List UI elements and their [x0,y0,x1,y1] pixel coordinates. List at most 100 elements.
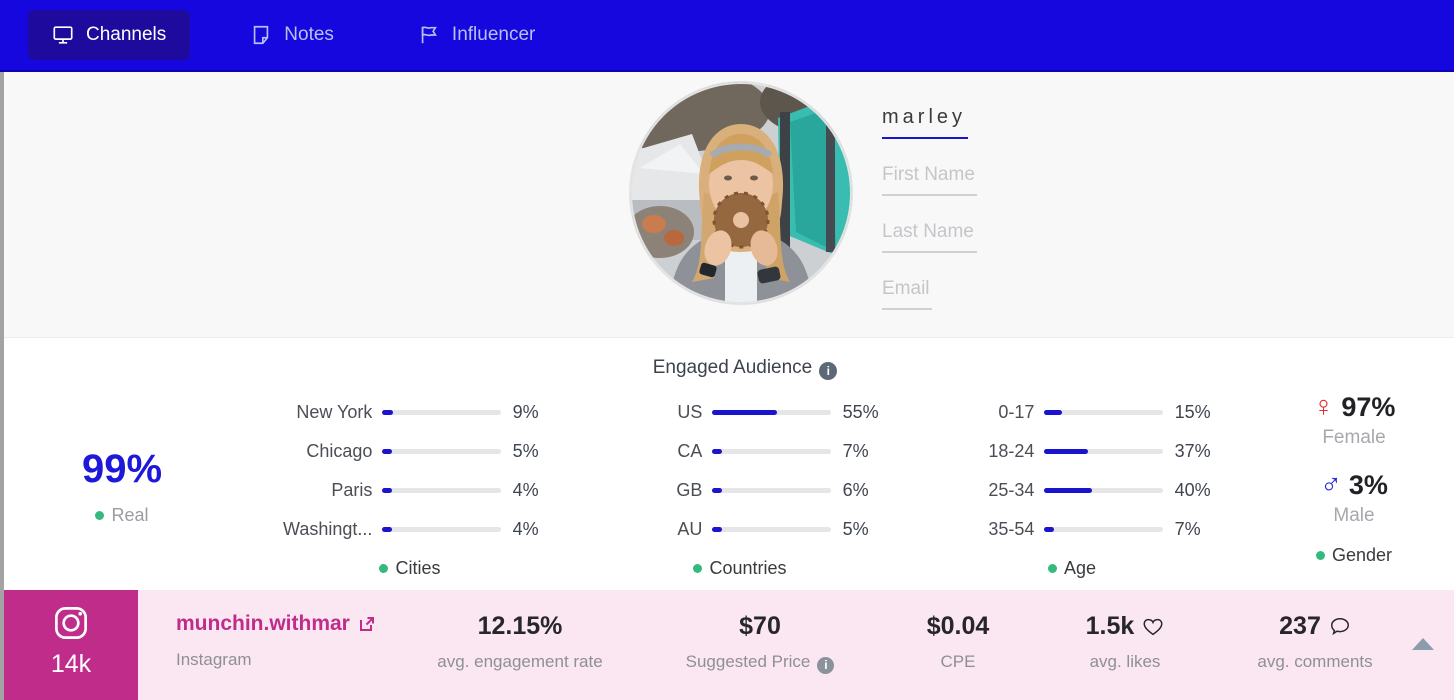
gender-value: 3% [1348,469,1388,500]
bar-fill [382,410,394,415]
age-chart: 0-17 15% 18-24 37% 25-34 40% 35-54 7% [924,393,1220,579]
bar-row: Washingt... 4% [262,510,558,549]
bar-value: 9% [512,402,539,422]
bar-value: 7% [842,441,869,461]
legend-dot-icon [1315,551,1325,560]
bar-value: 4% [512,480,539,500]
email-field[interactable] [882,278,932,310]
stat-label: CPE [940,652,976,671]
bar-track [382,449,501,454]
top-navigation: Channels Notes Influencer [0,0,1454,72]
bar-value: 37% [1174,441,1211,461]
bar-fill [712,449,723,454]
tab-channels[interactable]: Channels [28,10,191,60]
cities-chart: New York 9% Chicago 5% Paris 4% Washingt… [262,393,558,579]
gender-value: 97% [1341,391,1396,422]
bar-fill [1044,527,1055,532]
bar-track [712,449,831,454]
bar-fill [712,410,778,415]
male-icon: ♂ [1320,468,1342,501]
gender-legend: Gender [1282,545,1426,566]
bar-value: 5% [842,519,869,539]
legend-label: Real [111,505,149,525]
bar-track [1044,488,1163,493]
legend-label: Age [1063,558,1097,578]
legend-dot-icon [95,511,105,520]
external-link-icon [359,617,374,631]
bar-track [1044,410,1163,415]
bar-value: 55% [842,402,879,422]
age-legend: Age [924,558,1220,579]
gender-label: Male [1333,505,1375,526]
heart-icon [1143,618,1163,635]
stat-label: avg. likes [1089,652,1161,671]
tab-influencer[interactable]: Influencer [394,10,559,60]
legend-label: Countries [709,558,787,578]
bar-label: 35-54 [988,519,1035,539]
monitor-icon [53,26,73,44]
gender-label: Female [1322,427,1386,448]
bar-row: AU 5% [592,510,888,549]
flag-icon [421,26,437,44]
bar-fill [382,527,393,532]
first-name-field[interactable] [882,164,977,196]
bar-row: Chicago 5% [262,432,558,471]
bar-fill [1044,449,1089,454]
bar-row: GB 6% [592,471,888,510]
stat-engagement-rate: 12.15% avg. engagement rate [420,612,620,672]
tab-label: Influencer [451,24,536,45]
bar-row: 0-17 15% [924,393,1220,432]
bar-label: GB [676,480,703,500]
bar-label: CA [677,441,703,461]
bar-track [382,488,501,493]
handle-link[interactable]: munchin.withmar [176,612,376,636]
gender-female-row: ♀ 97% [1282,389,1426,425]
channel-summary-bar: 14k munchin.withmar Instagram 12.15% avg… [0,590,1454,700]
section-title: Engaged Audience i [600,357,890,380]
legend-label: Cities [395,558,441,578]
bar-track [382,410,501,415]
handle-block: munchin.withmar Instagram [176,612,376,670]
bar-row: 18-24 37% [924,432,1220,471]
bar-track [712,488,831,493]
female-icon: ♀ [1312,390,1335,423]
note-icon [254,25,269,45]
stat-value: 237 [1215,612,1415,641]
bar-value: 15% [1174,402,1211,422]
username-input[interactable] [882,106,968,139]
stat-value-text: 237 [1279,612,1321,640]
gender-chart: ♀ 97% Female ♂ 3% Male Gender [1282,389,1426,566]
last-name-field[interactable] [882,221,977,253]
bar-track [1044,449,1163,454]
section-title-text: Engaged Audience [652,357,813,378]
stat-value-text: 1.5k [1085,612,1135,640]
bar-value: 6% [842,480,869,500]
bar-value: 40% [1174,480,1211,500]
stat-value: $0.04 [926,612,990,640]
engaged-audience-section: Engaged Audience i 99% Real New York 9% C… [0,339,1454,590]
stat-label: avg. engagement rate [437,652,603,671]
bar-label: New York [296,402,373,422]
bar-label: 25-34 [988,480,1035,500]
stat-cpe: $0.04 CPE [858,612,1058,672]
info-icon[interactable]: i [817,657,835,674]
countries-chart: US 55% CA 7% GB 6% AU 5% Countries [592,393,888,579]
collapse-button[interactable] [1408,634,1438,658]
network-label: Instagram [176,650,252,669]
bar-label: Washingt... [283,519,373,539]
tab-notes[interactable]: Notes [226,10,358,60]
bar-track [1044,527,1163,532]
bar-fill [382,488,393,493]
stat-value: $70 [739,612,781,640]
bar-label: AU [677,519,703,539]
legend-dot-icon [379,564,389,573]
bar-track [382,527,501,532]
instagram-channel-tile[interactable]: 14k [4,590,138,700]
bar-fill [712,527,723,532]
real-percent: 99% [81,447,163,491]
bar-label: Chicago [306,441,373,461]
info-icon[interactable]: i [819,362,838,380]
gender-male-row: ♂ 3% [1282,467,1426,503]
bar-label: US [677,402,703,422]
